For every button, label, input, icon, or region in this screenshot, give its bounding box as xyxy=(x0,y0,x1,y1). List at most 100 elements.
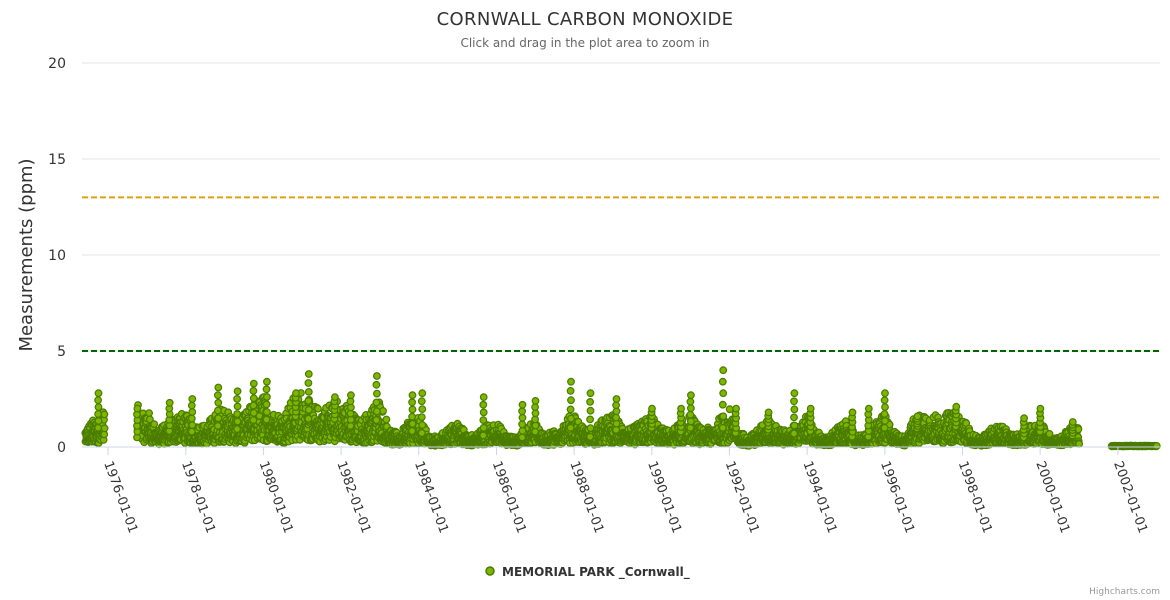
data-point xyxy=(864,404,873,413)
data-point xyxy=(100,424,109,433)
data-point xyxy=(531,415,539,424)
data-point xyxy=(331,393,339,402)
data-point xyxy=(249,408,258,417)
data-point xyxy=(417,413,426,422)
data-point xyxy=(187,401,196,410)
data-point xyxy=(417,429,426,437)
data-point xyxy=(479,431,488,440)
data-point xyxy=(408,405,417,414)
data-point xyxy=(150,420,159,429)
data-point xyxy=(479,408,488,417)
data-point xyxy=(718,377,727,386)
data-point xyxy=(718,400,727,409)
data-point xyxy=(687,417,695,426)
data-point xyxy=(233,410,242,418)
legend-item-memorial-park[interactable]: MEMORIAL PARK _Cornwall_ xyxy=(502,565,690,580)
data-point xyxy=(612,425,620,434)
data-point xyxy=(94,389,103,398)
data-point xyxy=(531,403,539,412)
data-point xyxy=(880,423,889,432)
data-point xyxy=(518,400,527,409)
data-point xyxy=(566,423,575,432)
data-point xyxy=(373,407,381,416)
data-point xyxy=(913,412,922,421)
data-point xyxy=(263,393,271,401)
data-point xyxy=(347,391,355,400)
data-point xyxy=(304,397,313,405)
data-point xyxy=(304,388,313,396)
data-point xyxy=(249,416,258,425)
data-point xyxy=(881,389,889,398)
data-point xyxy=(586,415,594,424)
data-point xyxy=(94,396,102,405)
data-point xyxy=(719,412,728,421)
data-point xyxy=(648,404,656,413)
data-point xyxy=(418,389,427,398)
data-point xyxy=(686,397,695,406)
data-point xyxy=(567,396,575,405)
legend[interactable]: MEMORIAL PARK _Cornwall_ xyxy=(485,565,690,580)
data-point xyxy=(372,416,381,425)
data-point xyxy=(518,426,527,435)
data-point xyxy=(952,402,961,411)
data-point xyxy=(133,404,142,413)
y-tick-label: 0 xyxy=(57,440,66,456)
data-point xyxy=(188,395,197,403)
data-point xyxy=(94,417,103,425)
chart-title: CORNWALL CARBON MONOXIDE xyxy=(437,9,734,30)
data-point xyxy=(100,410,109,419)
data-point xyxy=(304,370,313,378)
data-point xyxy=(346,422,355,430)
data-point xyxy=(586,389,595,398)
data-point xyxy=(382,415,391,424)
data-point xyxy=(881,417,889,425)
data-point xyxy=(848,408,857,417)
data-point xyxy=(262,415,271,424)
data-point xyxy=(233,395,242,403)
data-point xyxy=(479,423,488,432)
data-point xyxy=(518,413,527,422)
data-point xyxy=(187,414,196,423)
data-point xyxy=(304,405,313,414)
data-point xyxy=(249,379,258,388)
data-point xyxy=(214,414,223,423)
data-point xyxy=(479,416,488,425)
data-point xyxy=(304,379,313,387)
data-point xyxy=(479,400,488,409)
data-point xyxy=(418,421,427,429)
data-point xyxy=(586,398,594,406)
data-point xyxy=(1036,404,1045,413)
data-point xyxy=(880,410,889,418)
chart-subtitle: Click and drag in the plot area to zoom … xyxy=(460,36,709,50)
data-point xyxy=(262,400,271,409)
data-point xyxy=(373,389,381,398)
data-point xyxy=(408,419,417,428)
data-point xyxy=(719,366,728,375)
data-point xyxy=(213,391,222,400)
data-point xyxy=(531,397,540,405)
data-point xyxy=(408,412,417,421)
y-axis-label: Measurements (ppm) xyxy=(16,158,37,351)
credits-link[interactable]: Highcharts.com xyxy=(1089,587,1160,597)
data-point xyxy=(1068,418,1077,426)
data-point xyxy=(94,403,103,412)
data-point xyxy=(214,383,223,392)
data-point xyxy=(372,398,381,407)
data-point xyxy=(233,425,242,434)
data-point xyxy=(586,406,595,415)
data-point xyxy=(686,423,695,432)
y-tick-label: 15 xyxy=(48,152,66,168)
data-point xyxy=(233,417,242,426)
legend-marker-icon[interactable] xyxy=(485,566,495,576)
data-point xyxy=(418,405,427,414)
data-point xyxy=(372,380,381,389)
data-point xyxy=(586,432,594,441)
data-point xyxy=(1152,442,1161,450)
data-point xyxy=(408,391,417,400)
data-point xyxy=(790,405,799,414)
data-point xyxy=(213,406,222,415)
data-point xyxy=(566,387,575,395)
